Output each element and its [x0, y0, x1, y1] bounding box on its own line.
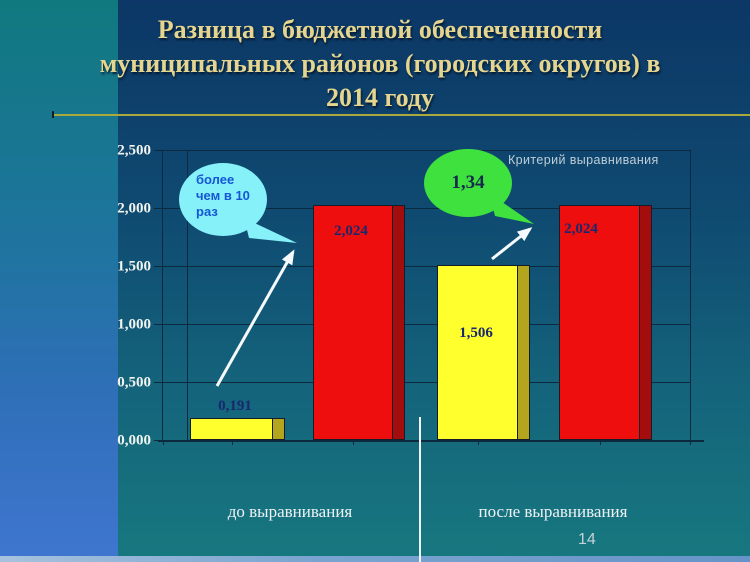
slide-page-number: 14 [578, 531, 596, 548]
arrow-to-red-bar-icon [215, 249, 295, 387]
bar-3d-side [640, 205, 652, 440]
gridline [162, 208, 690, 209]
x-axis-tick [232, 440, 233, 445]
title-divider-line [52, 111, 750, 118]
callout-ratio-line-3: раз [196, 204, 218, 219]
slide-title-line-1: Разница в бюджетной обеспеченности [157, 15, 603, 44]
y-axis-label: 2,000 [117, 200, 151, 217]
x-axis-line [158, 440, 704, 442]
category-label-after: после выравнивания [478, 502, 628, 521]
callout-ratio-line-2: чем в 10 [196, 188, 250, 203]
gridline [162, 266, 690, 267]
plot-right-frame [690, 150, 691, 440]
slide-title-line-3: 2014 году [325, 83, 435, 112]
callout-bubble-criterion-value: 1,34 [424, 149, 512, 217]
category-separator-line [419, 417, 421, 562]
bar-3d-side [273, 418, 285, 440]
x-axis-tick [600, 440, 601, 445]
red-bar [559, 205, 640, 440]
bottom-accent-strip [0, 556, 750, 562]
y-axis-label: 0,000 [117, 432, 151, 449]
x-axis-tick [478, 440, 479, 445]
slide-title: Разница в бюджетной обеспеченности муниц… [50, 13, 710, 115]
slide-title-line-2: муниципальных районов (городских округов… [99, 49, 661, 78]
gridline [162, 150, 690, 151]
divider-thick-bar [52, 111, 54, 118]
red-bar [313, 205, 393, 440]
y-axis-tick [154, 382, 162, 383]
x-axis-tick [353, 440, 354, 445]
y-axis-tick [154, 324, 162, 325]
y-axis-label: 1,500 [117, 258, 151, 275]
bar-3d-side [393, 205, 405, 440]
left-accent-strip [0, 0, 118, 562]
y-axis-tick [154, 266, 162, 267]
callout-ratio-line-1: более [196, 172, 235, 187]
gridline [162, 382, 690, 383]
arrow-to-criterion-icon [491, 227, 533, 261]
gridline [162, 324, 690, 325]
bar-value-label: 0,191 [218, 398, 252, 414]
bar-value-label: 2,024 [564, 221, 598, 237]
category-label-before: до выравнивания [227, 502, 353, 521]
callout-bubble-ratio: более чем в 10 раз [179, 163, 267, 236]
y-axis-label: 2,500 [117, 142, 151, 159]
criterion-value: 1,34 [451, 172, 485, 193]
y-axis-label: 0,500 [117, 374, 151, 391]
plot-inner-wall-line [187, 150, 188, 440]
yellow-bar [437, 265, 518, 440]
x-axis-tick [163, 440, 164, 445]
plot-left-frame [162, 150, 163, 440]
criterion-label: Критерий выравнивания [508, 153, 659, 167]
y-axis-tick [154, 208, 162, 209]
divider-thin-bar [52, 114, 750, 116]
x-axis-tick [690, 440, 691, 445]
bar-value-label: 2,024 [334, 223, 368, 239]
y-axis-tick [154, 150, 162, 151]
bar-value-label: 1,506 [459, 325, 493, 341]
y-axis-label: 1,000 [117, 316, 151, 333]
yellow-bar [190, 418, 273, 440]
bar-3d-side [518, 265, 530, 440]
